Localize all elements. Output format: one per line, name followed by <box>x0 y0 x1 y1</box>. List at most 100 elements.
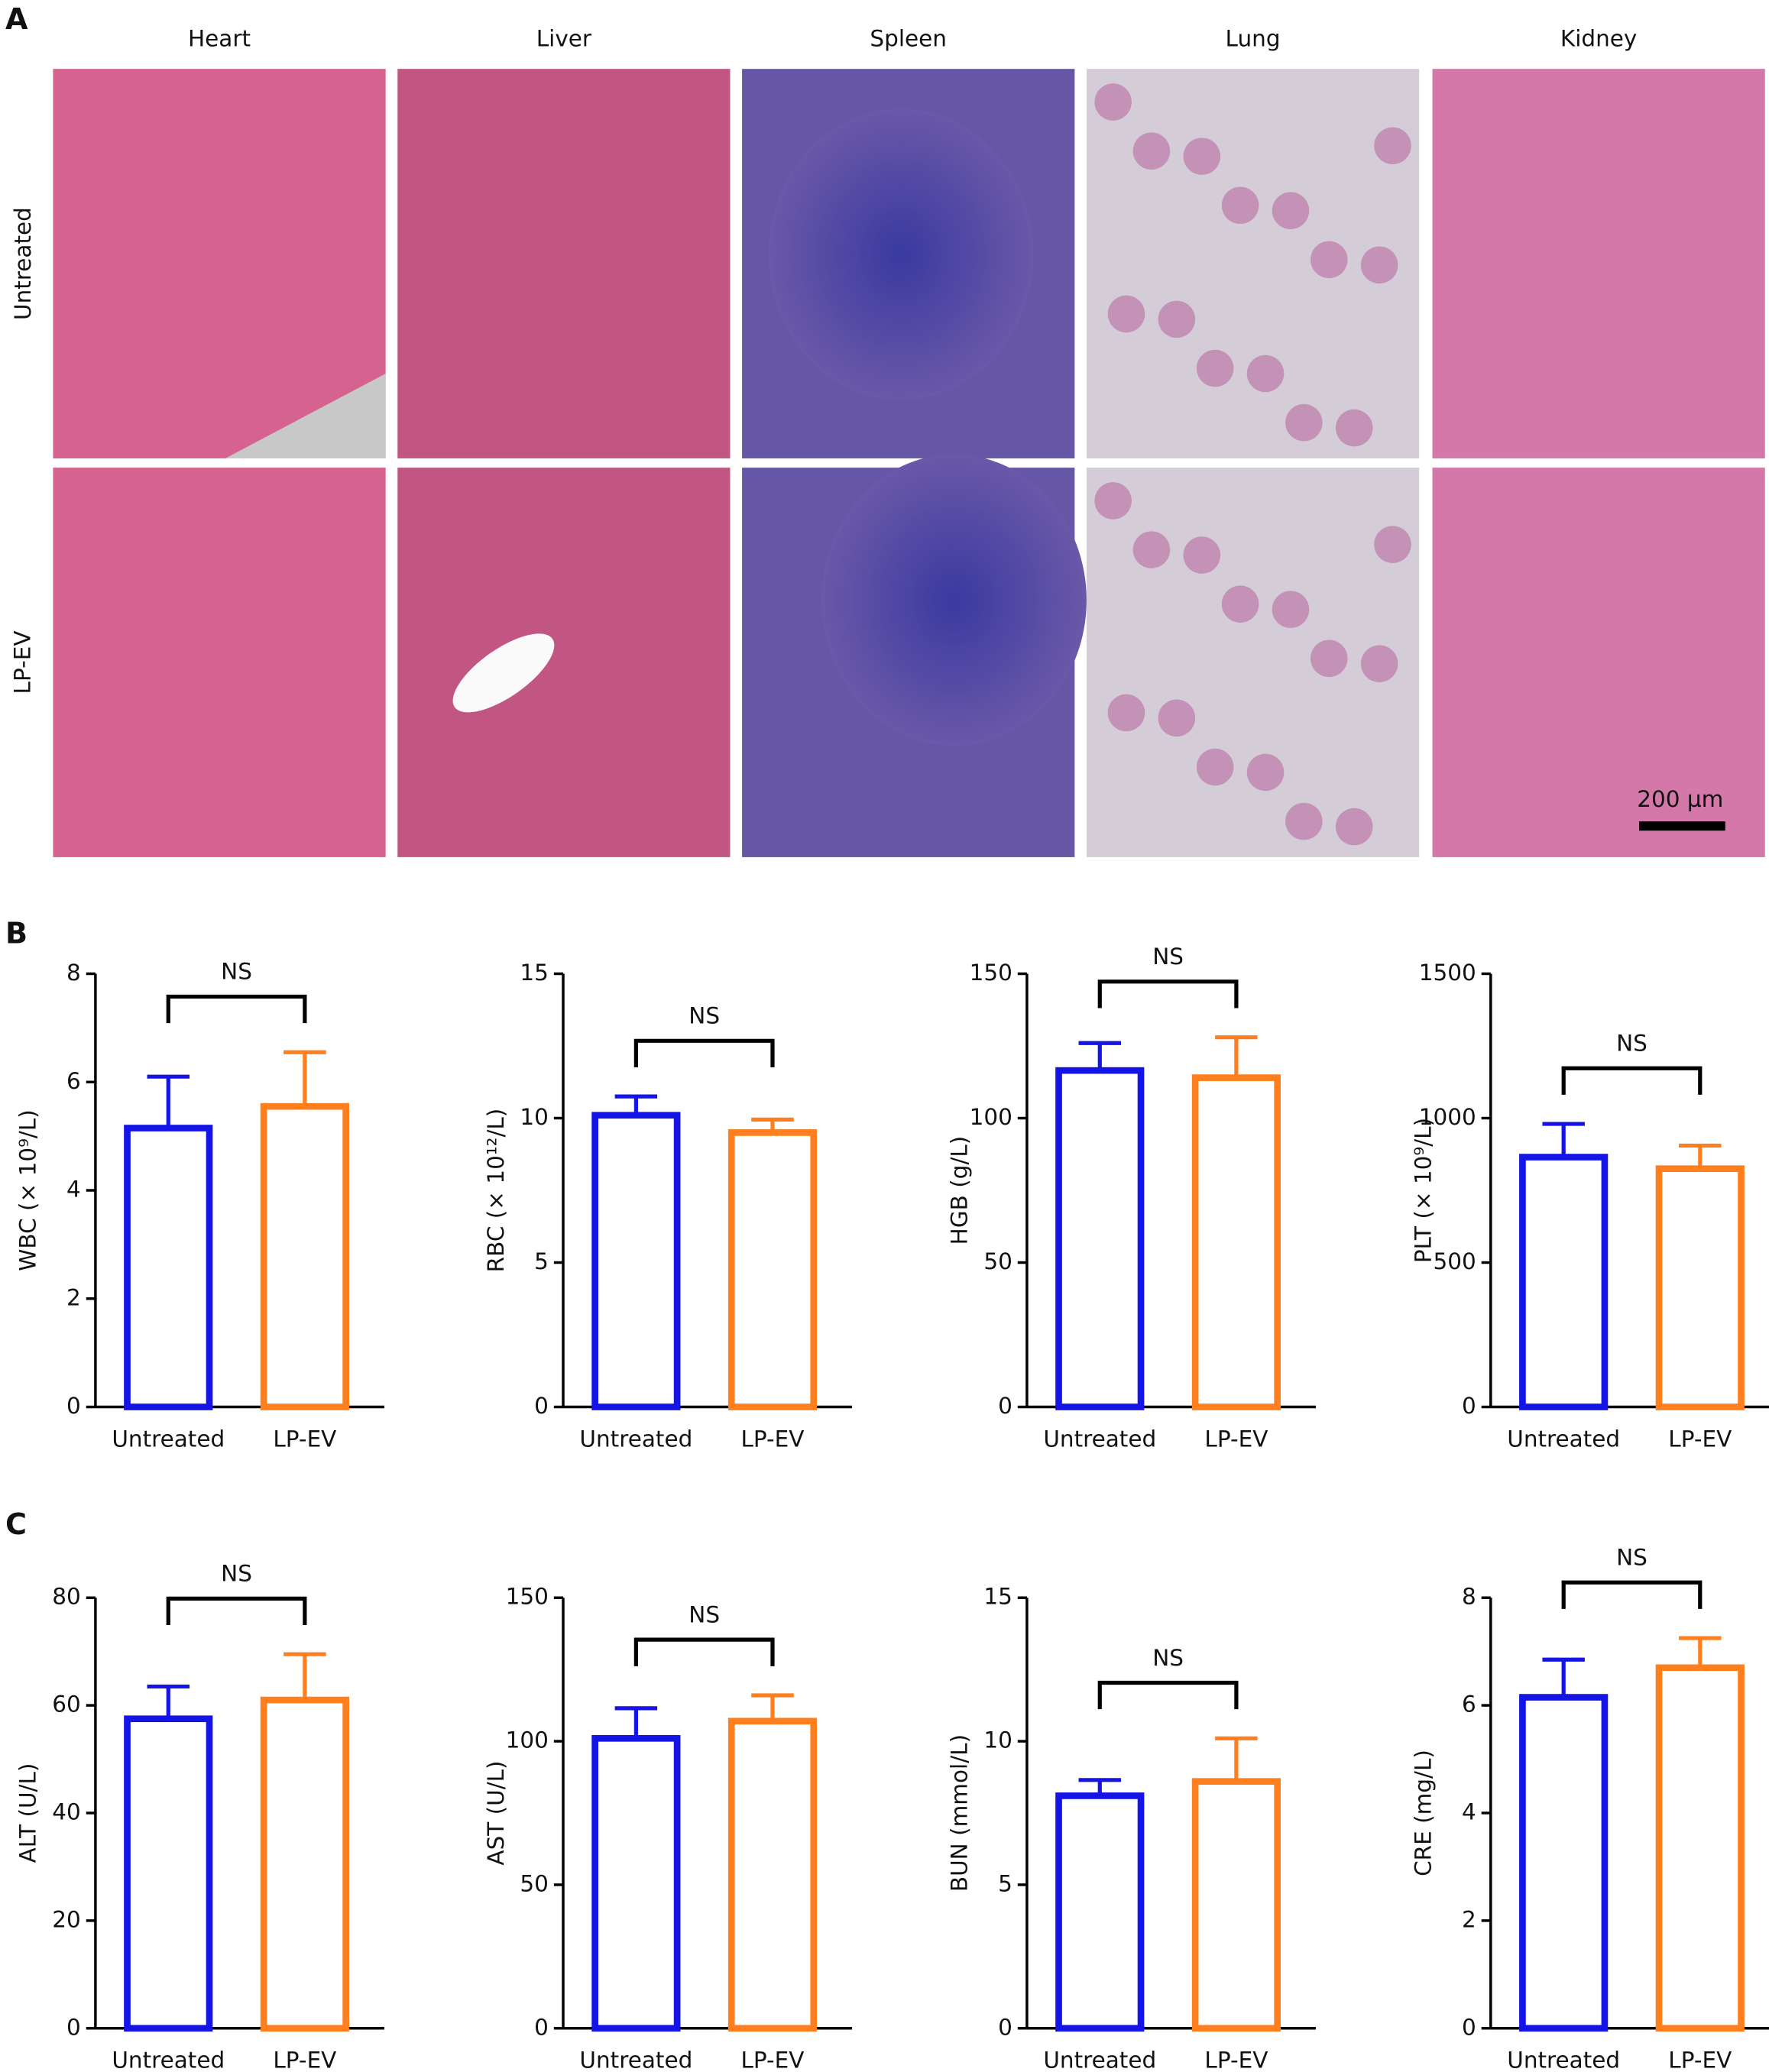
y-tick-label: 0 <box>1462 1393 1476 1419</box>
scale-bar-line <box>1639 821 1725 831</box>
column-title: Liver <box>536 26 592 52</box>
tissue-region <box>1094 83 1132 121</box>
row-label: Untreated <box>10 207 36 320</box>
tissue-region <box>1158 300 1196 338</box>
significance-label: NS <box>221 959 252 985</box>
y-axis-label: HGB (g/L) <box>947 1136 973 1245</box>
bar <box>1519 1154 1609 1410</box>
column-title: Kidney <box>1560 26 1637 52</box>
significance-bracket <box>633 1637 775 1666</box>
tissue-region <box>821 454 1087 746</box>
y-tick-label: 15 <box>520 960 549 986</box>
bar <box>260 1102 349 1410</box>
y-tick-label: 60 <box>52 1692 81 1717</box>
tissue-region <box>768 108 1034 400</box>
y-tick-label: 0 <box>534 1393 549 1419</box>
significance-bracket <box>633 1038 775 1068</box>
y-axis-label: CRE (mg/L) <box>1411 1750 1437 1876</box>
tissue-region <box>1183 536 1221 574</box>
significance-bracket <box>166 994 307 1024</box>
significance-label: NS <box>1616 1545 1648 1571</box>
y-tick-label: 150 <box>506 1584 549 1610</box>
bar <box>1519 1694 1609 2032</box>
significance-bracket <box>1561 1066 1703 1095</box>
tissue-region <box>1132 132 1171 170</box>
y-axis-label: AST (U/L) <box>483 1760 509 1865</box>
y-tick-label: 4 <box>66 1177 81 1203</box>
significance-bracket <box>1561 1580 1703 1609</box>
significance-bracket <box>1097 1680 1239 1710</box>
y-tick-label: 4 <box>1462 1799 1476 1825</box>
tissue-region <box>1310 639 1348 678</box>
y-axis-label: PLT (× 10⁹/L) <box>1411 1118 1437 1263</box>
bar <box>124 1125 213 1410</box>
y-tick-label: 6 <box>66 1068 81 1094</box>
x-tick-label: LP-EV <box>1204 1426 1268 1452</box>
significance-bracket <box>166 1596 307 1626</box>
panel-label: A <box>5 2 28 36</box>
tissue-region <box>1272 591 1310 628</box>
x-tick-label: Untreated <box>1043 2048 1156 2072</box>
y-tick-label: 8 <box>66 960 81 986</box>
x-tick-label: Untreated <box>1507 1426 1620 1452</box>
panel-label: B <box>5 917 28 950</box>
y-tick-label: 50 <box>520 1870 549 1896</box>
histology-image <box>1432 69 1765 458</box>
tissue-region <box>1285 403 1323 442</box>
tissue-region <box>1196 748 1234 786</box>
histology-grid <box>53 69 1765 857</box>
x-tick-label: LP-EV <box>740 2048 804 2072</box>
significance-label: NS <box>1616 1031 1648 1057</box>
y-tick-label: 0 <box>998 1393 1012 1419</box>
x-tick-label: LP-EV <box>740 1426 804 1452</box>
histology-image <box>1432 468 1765 857</box>
y-tick-label: 500 <box>1433 1248 1476 1274</box>
y-tick-label: 0 <box>66 2014 81 2040</box>
x-tick-label: LP-EV <box>273 1426 336 1452</box>
y-tick-label: 50 <box>983 1248 1012 1274</box>
row-label: LP-EV <box>10 631 36 694</box>
significance-label: NS <box>1152 1645 1184 1671</box>
y-axis-label: RBC (× 10¹²/L) <box>483 1109 509 1273</box>
tissue-region <box>1183 138 1221 175</box>
y-tick-label: 150 <box>970 960 1012 986</box>
bar <box>124 1715 213 2032</box>
y-axis-label: ALT (U/L) <box>15 1763 41 1863</box>
y-tick-label: 0 <box>66 1393 81 1419</box>
tissue-region <box>1374 526 1411 563</box>
x-tick-label: LP-EV <box>1668 1426 1732 1452</box>
tissue-region <box>1107 694 1145 732</box>
tissue-region <box>1246 753 1285 792</box>
y-tick-label: 10 <box>520 1104 549 1130</box>
significance-label: NS <box>688 1601 720 1627</box>
histology-image <box>53 69 386 458</box>
bar <box>1655 1165 1745 1410</box>
y-tick-label: 6 <box>1462 1692 1476 1717</box>
y-tick-label: 0 <box>998 2014 1012 2040</box>
x-tick-label: Untreated <box>1507 2048 1620 2072</box>
significance-bracket <box>1097 979 1239 1008</box>
tissue-region <box>1360 645 1398 683</box>
histology-image <box>53 468 386 857</box>
tissue-region <box>1158 699 1196 737</box>
y-tick-label: 40 <box>52 1799 81 1825</box>
tissue-region <box>1221 585 1259 623</box>
y-tick-label: 10 <box>983 1727 1012 1753</box>
bar <box>591 1112 681 1410</box>
x-tick-label: Untreated <box>112 2048 225 2072</box>
x-tick-label: Untreated <box>579 2048 692 2072</box>
x-tick-label: Untreated <box>1043 1426 1156 1452</box>
bar <box>1191 1074 1281 1410</box>
x-tick-label: LP-EV <box>273 2048 336 2072</box>
tissue-region <box>1360 246 1398 284</box>
histology-image <box>397 69 731 458</box>
y-tick-label: 8 <box>1462 1584 1476 1610</box>
y-axis-label: WBC (× 10⁹/L) <box>15 1109 41 1271</box>
y-tick-label: 100 <box>506 1727 549 1753</box>
scale-bar-label: 200 µm <box>1637 786 1723 812</box>
histology-image <box>397 468 731 857</box>
bar <box>260 1696 349 2032</box>
x-tick-label: Untreated <box>579 1426 692 1452</box>
bar <box>727 1129 818 1410</box>
bar <box>727 1717 818 2032</box>
